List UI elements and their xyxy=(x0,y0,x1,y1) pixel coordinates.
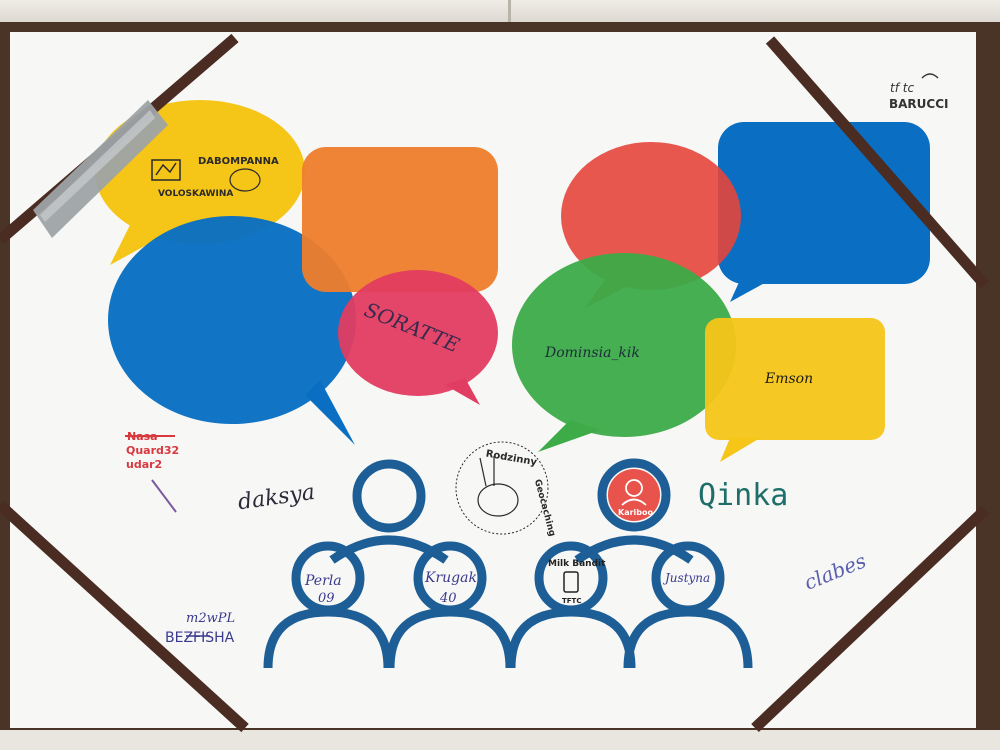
signature-emson: Emson xyxy=(764,371,813,387)
person-head-top-right xyxy=(597,458,671,532)
green-speech-bubble xyxy=(512,253,736,452)
stamp-rabbit-title: Rodzinny xyxy=(485,449,538,469)
people-group-icon xyxy=(263,458,753,669)
kariboo-label: Kariboo xyxy=(618,508,654,517)
bottom-ledge xyxy=(0,730,1000,750)
stamp-line2: VOLOSKAWINA xyxy=(158,189,233,199)
pink-speech-bubble xyxy=(338,270,498,405)
stamp-rodzinny-geocaching: Rodzinny Geocaching xyxy=(455,441,557,538)
red-signature-block: Nasa Quard32 udar2 xyxy=(125,430,179,513)
stamp-dabomppanna: DABOMPANNA VOLOSKAWINA xyxy=(151,156,279,199)
milk-bottle-icon xyxy=(563,571,579,593)
strap-bottom-left xyxy=(0,500,249,733)
stamp-line1: DABOMPANNA xyxy=(198,156,279,167)
signature-clabes: clabes xyxy=(801,548,870,594)
signature-quard32: Quard32 xyxy=(126,444,179,457)
yellow-speech-bubble-rect xyxy=(705,318,885,462)
signature-perla: Perla xyxy=(304,573,342,589)
signature-justyna: Justyna xyxy=(662,571,710,585)
wall-seam xyxy=(508,0,511,28)
signature-krugak-number: 40 xyxy=(439,591,457,606)
barucci-logo: tf tc BARUCCI xyxy=(889,73,949,111)
signature-perla-number: 09 xyxy=(318,591,335,606)
milk-bandit-sub: TFTC xyxy=(562,597,581,605)
stamp-rabbit-subtitle: Geocaching xyxy=(532,478,557,537)
signature-daksya: daksya xyxy=(236,480,316,516)
blue-speech-bubble-rect xyxy=(718,122,930,302)
orange-speech-bubble xyxy=(302,147,498,292)
stamp-kariboo: Kariboo xyxy=(608,469,660,521)
silver-tape xyxy=(33,100,168,238)
logo-brand: BARUCCI xyxy=(889,97,949,111)
signature-qinka: Qinka xyxy=(698,478,788,513)
signature-bezfisha: BEZFISHA xyxy=(165,630,235,646)
logo-tftc: tf tc xyxy=(890,81,914,95)
strap-top-right xyxy=(765,36,990,289)
signature-dominsia: Dominsia_kik xyxy=(544,345,640,361)
rabbit-icon xyxy=(477,483,519,517)
signature-krugak: Krugak xyxy=(424,570,477,586)
kariboo-face-icon xyxy=(625,479,643,497)
milk-bandit-label: Milk Bandit xyxy=(548,559,606,569)
person-head-top-left xyxy=(352,459,426,533)
stamp-milk-bandit: Milk Bandit TFTC xyxy=(548,559,606,605)
blue-speech-bubble-large xyxy=(108,216,356,445)
signature-m2wpl: m2wPL xyxy=(186,611,235,626)
strap-bottom-right xyxy=(751,506,989,732)
signature-udar2: udar2 xyxy=(126,458,162,471)
